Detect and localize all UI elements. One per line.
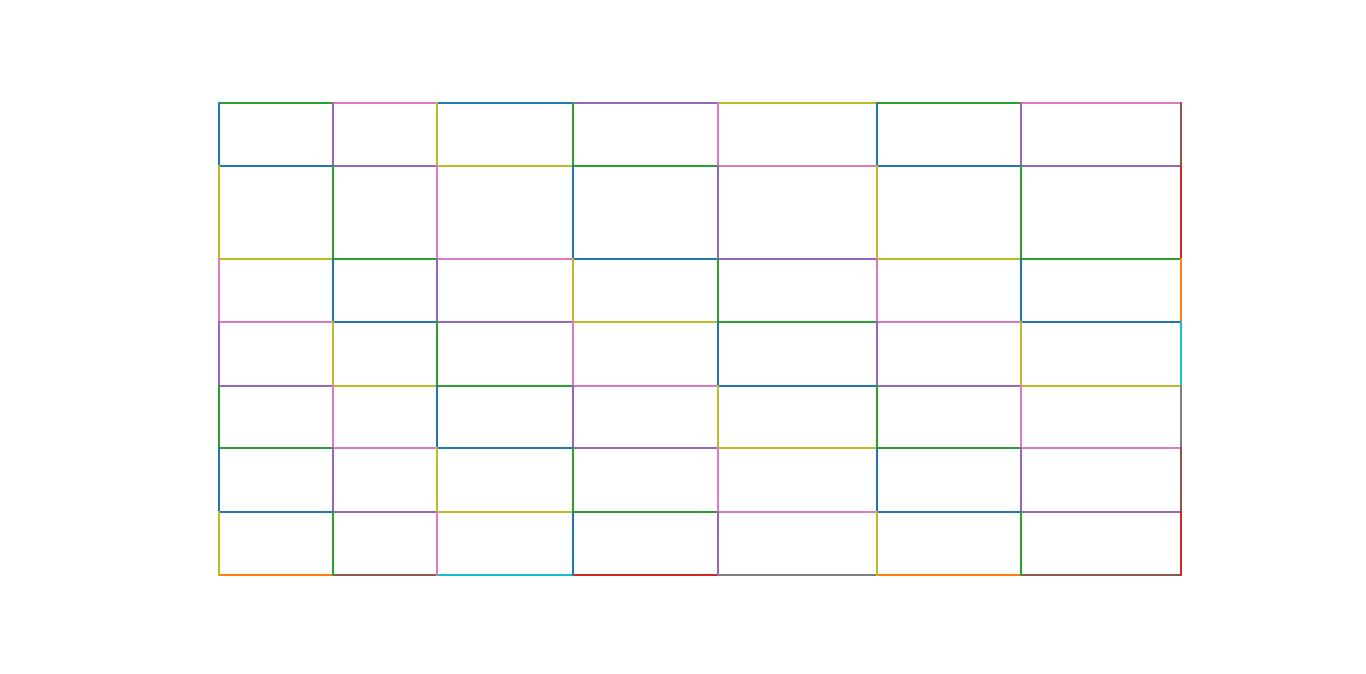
grid-figure [218,102,1182,576]
figure-canvas [218,102,1182,576]
